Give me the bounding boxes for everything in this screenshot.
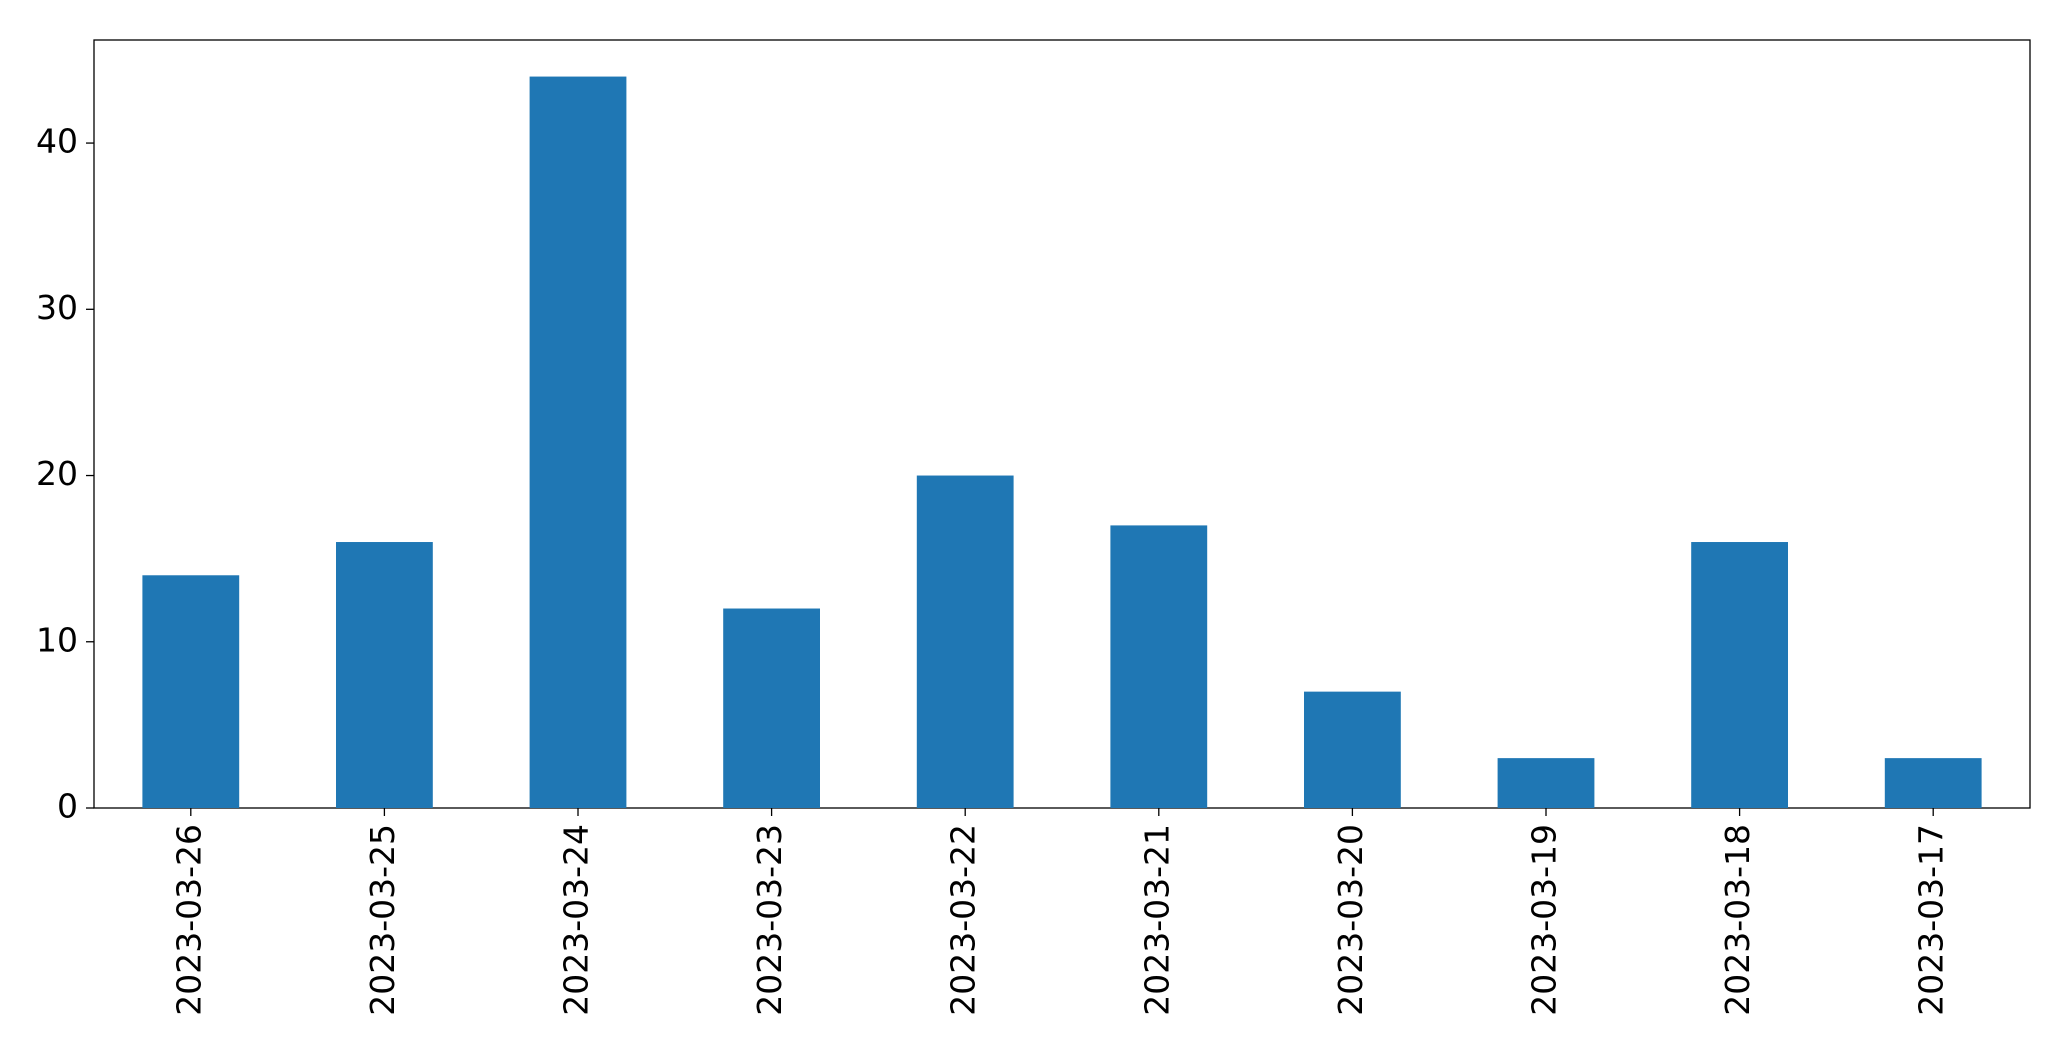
bar (1497, 758, 1595, 808)
x-tick-label: 2023-03-18 (1718, 824, 1757, 1016)
y-tick-label: 30 (36, 288, 78, 327)
x-tick-label: 2023-03-19 (1525, 824, 1564, 1016)
y-tick-label: 10 (36, 620, 78, 659)
x-tick-label: 2023-03-21 (1137, 824, 1176, 1016)
x-tick-label: 2023-03-26 (169, 824, 208, 1016)
x-tick-label: 2023-03-22 (944, 824, 983, 1016)
bar (916, 475, 1014, 808)
bar (1884, 758, 1982, 808)
x-tick-label: 2023-03-20 (1331, 824, 1370, 1016)
bar (142, 575, 240, 808)
x-tick-label: 2023-03-24 (557, 824, 596, 1016)
x-tick-label: 2023-03-25 (363, 824, 402, 1016)
bar (336, 542, 433, 808)
y-tick-label: 20 (36, 454, 78, 493)
x-tick-label: 2023-03-23 (750, 824, 789, 1016)
bar (529, 76, 627, 809)
bar (723, 608, 820, 808)
bar (1691, 542, 1788, 808)
bar (1110, 525, 1208, 808)
axes-frame (93, 39, 2031, 809)
y-tick-label: 40 (36, 122, 78, 161)
bar (1304, 691, 1401, 808)
x-tick-label: 2023-03-17 (1912, 824, 1951, 1016)
y-tick-label: 0 (57, 787, 78, 826)
